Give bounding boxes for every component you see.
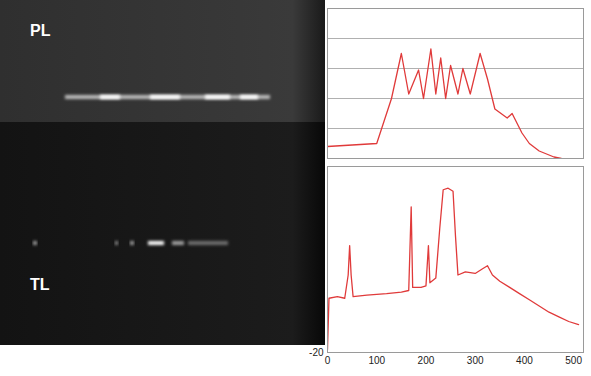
svg-text:-20: -20: [309, 347, 324, 358]
svg-text:200: 200: [418, 355, 435, 366]
svg-text:PL: PL: [30, 22, 51, 39]
svg-text:500: 500: [565, 355, 582, 366]
svg-text:100: 100: [368, 355, 385, 366]
svg-text:0: 0: [325, 355, 331, 366]
svg-text:TL: TL: [30, 276, 50, 293]
svg-text:300: 300: [467, 355, 484, 366]
svg-text:400: 400: [516, 355, 533, 366]
